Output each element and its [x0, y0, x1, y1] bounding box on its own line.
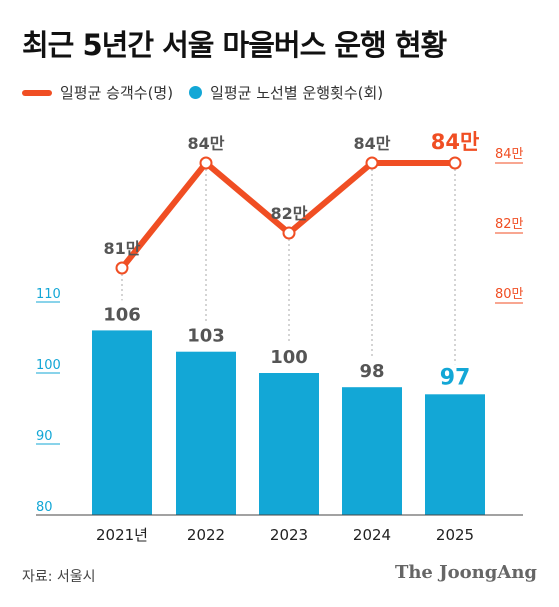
line-value-label: 84만	[431, 130, 480, 154]
line-value-label: 82만	[271, 204, 308, 223]
bar-value-label: 106	[103, 304, 141, 325]
passengers-legend-swatch	[22, 89, 52, 96]
left-axis-tick-label: 100	[36, 358, 61, 373]
trips-legend-swatch	[189, 86, 203, 99]
x-axis-tick-label: 2024	[353, 526, 391, 544]
brand-logo: The JoongAng	[394, 562, 537, 583]
line-point	[282, 226, 296, 240]
passengers-legend-label: 일평균 승객수(명)	[60, 84, 174, 102]
bar	[176, 351, 236, 515]
chart-title: 최근 5년간 서울 마을버스 운행 현황	[22, 28, 447, 62]
bar	[92, 330, 152, 515]
line-value-label: 81만	[104, 239, 141, 258]
line-point	[365, 156, 379, 170]
bar-value-label: 98	[359, 361, 384, 382]
bar	[342, 387, 402, 515]
line-point	[448, 156, 462, 170]
bar-value-label: 97	[440, 365, 471, 390]
bar	[259, 373, 319, 515]
right-axis-tick-label: 84만	[495, 147, 524, 162]
legend: 일평균 승객수(명) 일평균 노선별 운행횟수(회)	[22, 82, 383, 103]
x-axis-tick-label: 2023	[270, 526, 308, 544]
x-axis-tick-label: 2025	[436, 526, 474, 544]
trips-legend-label: 일평균 노선별 운행횟수(회)	[210, 84, 384, 102]
line-value-label: 84만	[354, 134, 391, 153]
source-note: 자료: 서울시	[22, 569, 96, 585]
x-axis-tick-label: 2022	[187, 526, 225, 544]
bar-value-label: 100	[270, 347, 308, 368]
line-point	[199, 156, 213, 170]
left-axis-tick-label: 80	[36, 500, 53, 515]
right-axis-tick-label: 82만	[495, 217, 524, 232]
left-axis-tick-label: 110	[36, 287, 61, 302]
left-axis-tick-label: 90	[36, 429, 53, 444]
bar-value-label: 103	[187, 326, 225, 347]
line-value-label: 84만	[188, 134, 225, 153]
right-axis-tick-label: 80만	[495, 287, 524, 302]
line-point	[115, 261, 129, 275]
x-axis-tick-label: 2021년	[96, 526, 148, 544]
bar	[425, 394, 485, 515]
